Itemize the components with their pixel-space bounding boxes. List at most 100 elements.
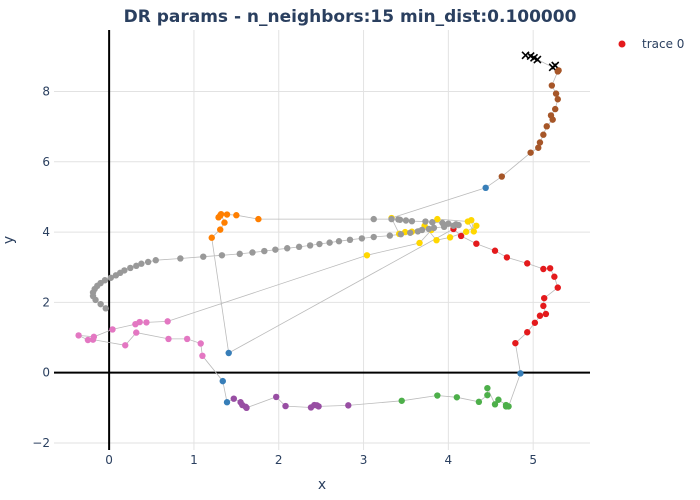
data-point[interactable] [535, 144, 542, 151]
data-point[interactable] [183, 335, 191, 343]
data-point[interactable] [462, 228, 470, 235]
data-point[interactable] [217, 226, 224, 233]
data-point[interactable] [127, 264, 134, 272]
data-point[interactable] [554, 96, 561, 103]
data-point[interactable] [533, 55, 542, 64]
legend-entry-trace-0[interactable]: trace 0 [642, 37, 684, 51]
data-point[interactable] [249, 249, 256, 256]
data-point[interactable] [273, 393, 280, 401]
data-point[interactable] [398, 397, 405, 404]
data-point[interactable] [109, 326, 116, 333]
data-point[interactable] [89, 336, 97, 343]
data-point[interactable] [133, 262, 140, 270]
data-point[interactable] [473, 222, 480, 229]
data-point[interactable] [177, 255, 184, 262]
data-point[interactable] [475, 398, 483, 406]
data-point[interactable] [434, 215, 441, 223]
data-point[interactable] [335, 238, 343, 245]
data-point[interactable] [165, 335, 172, 343]
data-point[interactable] [495, 396, 502, 403]
data-point[interactable] [370, 233, 377, 241]
data-point[interactable] [284, 245, 291, 252]
data-point[interactable] [144, 258, 152, 266]
data-point[interactable] [272, 246, 279, 253]
data-point[interactable] [143, 319, 150, 326]
data-point[interactable] [315, 403, 322, 410]
data-point[interactable] [208, 234, 215, 241]
data-point[interactable] [164, 318, 171, 325]
data-point[interactable] [388, 215, 395, 223]
data-point[interactable] [464, 218, 472, 225]
data-point[interactable] [473, 240, 480, 247]
data-point[interactable] [223, 399, 231, 406]
data-point[interactable] [433, 236, 440, 244]
data-point[interactable] [132, 320, 139, 328]
data-point[interactable] [221, 219, 228, 226]
data-point[interactable] [370, 215, 377, 223]
data-point[interactable] [200, 253, 207, 260]
data-point[interactable] [236, 250, 243, 258]
data-point[interactable] [261, 247, 268, 255]
data-point[interactable] [223, 211, 231, 218]
data-point[interactable] [133, 329, 140, 336]
data-point[interactable] [197, 340, 204, 347]
data-point[interactable] [450, 222, 457, 229]
data-point[interactable] [512, 339, 519, 347]
data-point[interactable] [434, 392, 441, 399]
data-point[interactable] [230, 395, 237, 402]
data-point[interactable] [84, 336, 92, 344]
data-point[interactable] [498, 173, 505, 180]
data-point[interactable] [138, 260, 145, 267]
data-point[interactable] [430, 224, 438, 232]
data-point[interactable] [548, 82, 556, 89]
data-point[interactable] [295, 243, 303, 251]
data-point[interactable] [199, 352, 206, 360]
data-point[interactable] [102, 305, 109, 312]
data-point[interactable] [552, 105, 559, 113]
data-point[interactable] [122, 342, 129, 349]
data-point[interactable] [440, 223, 448, 231]
data-point[interactable] [540, 265, 547, 273]
data-point[interactable] [363, 252, 371, 259]
data-point[interactable] [503, 254, 511, 261]
data-point[interactable] [396, 216, 404, 223]
data-point[interactable] [517, 370, 524, 377]
data-point[interactable] [542, 310, 550, 318]
data-point[interactable] [524, 329, 531, 336]
data-point[interactable] [546, 265, 554, 272]
data-point[interactable] [345, 402, 352, 409]
data-point[interactable] [527, 149, 534, 156]
data-point[interactable] [75, 332, 82, 339]
data-point[interactable] [482, 184, 489, 192]
data-point[interactable] [429, 219, 436, 226]
data-point[interactable] [554, 284, 561, 291]
data-point[interactable] [414, 228, 422, 235]
data-point[interactable] [491, 401, 499, 408]
data-point[interactable] [470, 228, 478, 235]
data-point[interactable] [551, 273, 558, 280]
data-point[interactable] [425, 225, 433, 233]
data-point[interactable] [107, 274, 115, 281]
data-point[interactable] [306, 242, 314, 249]
data-point[interactable] [549, 116, 556, 123]
data-point[interactable] [536, 312, 544, 319]
data-point[interactable] [219, 377, 226, 385]
data-point[interactable] [505, 403, 512, 410]
data-point[interactable] [282, 402, 289, 410]
data-point[interactable] [358, 235, 366, 242]
data-point[interactable] [408, 217, 416, 225]
data-point[interactable] [453, 394, 461, 401]
data-point[interactable] [554, 68, 561, 75]
data-point[interactable] [217, 212, 224, 219]
data-point[interactable] [243, 404, 250, 412]
data-point[interactable] [233, 212, 240, 219]
data-point[interactable] [407, 229, 414, 236]
data-point[interactable] [346, 236, 354, 244]
data-point[interactable] [446, 234, 454, 241]
data-point[interactable] [540, 302, 547, 310]
legend[interactable]: trace 0 [618, 37, 685, 51]
data-point[interactable] [386, 232, 394, 239]
data-point[interactable] [112, 272, 120, 279]
data-point[interactable] [457, 232, 465, 240]
data-point[interactable] [543, 123, 550, 130]
